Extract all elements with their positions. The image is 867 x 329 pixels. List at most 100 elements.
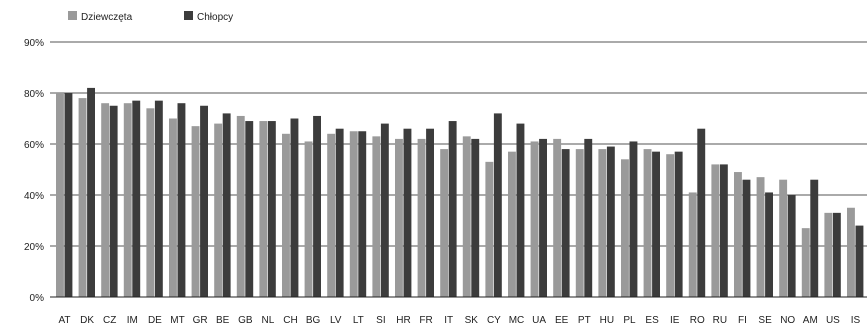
x-tick-label: IE [670, 315, 680, 326]
x-tick-label: HR [396, 315, 410, 326]
x-tick-label: DK [80, 315, 94, 326]
bar-boys-pl [629, 141, 638, 297]
x-tick-label: US [826, 315, 840, 326]
y-tick-label: 60% [24, 140, 44, 151]
bar-boys-ua [539, 138, 547, 297]
x-tick-label: UA [532, 315, 546, 326]
x-tick-label: RO [690, 315, 705, 326]
bar-girls-gr [191, 126, 200, 298]
x-tick-label: MC [509, 315, 525, 326]
bar-boys-lt [358, 131, 367, 297]
x-tick-label: DE [148, 315, 162, 326]
x-tick-label: IM [127, 315, 138, 326]
x-tick-label: SK [465, 315, 479, 326]
bar-boys-es [652, 151, 660, 297]
bar-boys-no [787, 195, 796, 297]
bar-boys-mt [177, 103, 186, 297]
y-tick-label: 0% [30, 293, 45, 304]
x-tick-label: SI [376, 315, 385, 326]
bar-boys-cy [493, 113, 502, 298]
x-tick-label: CH [283, 315, 297, 326]
y-tick-label: 40% [24, 191, 44, 202]
bar-boys-gr [200, 105, 208, 297]
bar-boys-cz [109, 105, 118, 297]
bar-boys-ch [290, 118, 299, 297]
bar-boys-ee [561, 149, 570, 297]
bar-girls-ua [530, 141, 539, 297]
bar-girls-pl [621, 159, 629, 297]
y-tick-label: 90% [24, 38, 44, 49]
bar-girls-lt [349, 131, 358, 297]
bar-boys-ro [697, 128, 706, 297]
bar-girls-it [440, 149, 449, 297]
x-tick-label: PL [623, 315, 636, 326]
bar-boys-sk [471, 138, 480, 297]
bar-boys-us [832, 212, 841, 297]
bar-boys-ie [674, 151, 683, 297]
bar-girls-se [756, 177, 765, 297]
bar-boys-gb [245, 121, 254, 297]
y-axis: 0% 20% 40% 60% 80% 90% [24, 38, 44, 304]
bar-boys-fr [426, 128, 434, 297]
bar-girls-lv [327, 133, 336, 297]
bar-boys-de [154, 100, 163, 298]
legend-swatch-girls [68, 11, 77, 20]
x-tick-label: EE [555, 315, 569, 326]
bar-girls-ie [666, 154, 675, 297]
bar-girls-us [824, 212, 833, 297]
bar-girls-hu [598, 149, 607, 297]
bar-girls-bg [304, 141, 313, 297]
bar-girls-si [372, 136, 381, 297]
bar-boys-lv [335, 128, 344, 297]
x-tick-label: CY [487, 315, 501, 326]
bar-girls-de [146, 108, 155, 297]
bar-girls-cz [101, 103, 110, 297]
bar-girls-nl [259, 121, 268, 297]
bar-girls-is [847, 207, 855, 297]
x-tick-label: AT [58, 315, 70, 326]
x-tick-label: GB [238, 315, 253, 326]
x-tick-label: AM [803, 315, 818, 326]
bar-boys-hr [403, 128, 412, 297]
bar-boys-at [64, 93, 73, 297]
bar-girls-fr [417, 138, 426, 297]
bar-girls-ch [282, 133, 290, 297]
x-tick-label: MT [170, 315, 184, 326]
bar-boys-ru [719, 164, 728, 297]
bars [56, 87, 864, 298]
x-tick-label: PT [578, 315, 591, 326]
bar-boys-mc [516, 123, 525, 297]
legend-swatch-boys [184, 11, 193, 20]
x-tick-label: HU [600, 315, 614, 326]
x-axis: AT DK CZ IM DE MT GR BE GB NL CH BG LV LT SI HR FR IT SK CY… [50, 296, 867, 326]
bar-girls-mc [508, 151, 516, 297]
bar-boys-am [810, 179, 819, 297]
bar-girls-dk [78, 98, 87, 297]
bar-girls-at [56, 93, 64, 297]
bar-girls-pt [575, 149, 584, 297]
bar-girls-cy [485, 161, 494, 297]
bar-boys-hu [606, 146, 615, 297]
x-tick-label: RU [713, 315, 727, 326]
x-tick-label: BG [306, 315, 321, 326]
bar-boys-si [380, 123, 389, 297]
y-tick-label: 80% [24, 89, 44, 100]
x-tick-label: CZ [103, 315, 116, 326]
x-tick-label: LV [330, 315, 342, 326]
legend-label-boys: Chłopcy [197, 12, 233, 23]
y-tick-label: 20% [24, 242, 44, 253]
x-tick-label: NL [262, 315, 275, 326]
bar-girls-sk [462, 136, 471, 297]
x-tick-label: ES [645, 315, 659, 326]
bar-girls-fi [734, 172, 742, 297]
bar-girls-be [214, 123, 223, 297]
x-tick-label: IT [444, 315, 453, 326]
bar-girls-hr [395, 138, 403, 297]
bar-girls-gb [236, 115, 245, 297]
bar-boys-be [222, 113, 231, 298]
bar-boys-fi [742, 179, 751, 297]
bar-boys-is [855, 225, 864, 297]
x-tick-label: SE [758, 315, 772, 326]
bar-boys-bg [313, 115, 321, 297]
